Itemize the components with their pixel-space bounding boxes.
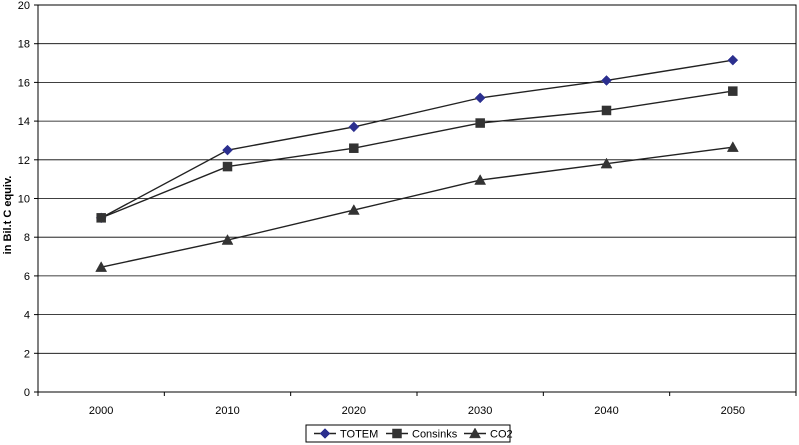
x-tick-label: 2000 [89, 405, 113, 417]
series-line [100, 59, 733, 219]
y-tick-label: 16 [18, 77, 30, 89]
x-axis-tick-labels: 2000 2010 2020 2030 2040 2050 [37, 392, 797, 417]
data-point [221, 234, 234, 245]
legend-marker [469, 427, 481, 439]
x-tick-label: 2030 [468, 405, 492, 417]
y-tick-label: 8 [24, 232, 30, 244]
legend-marker [392, 428, 402, 439]
y-tick-label: 0 [24, 387, 30, 399]
data-point [727, 54, 739, 66]
y-tick-label: 18 [18, 39, 30, 51]
x-tick-label: 2010 [215, 405, 239, 417]
data-point [222, 161, 233, 172]
data-point [474, 174, 487, 185]
legend-label: TOTEM [340, 429, 378, 441]
y-tick-label: 10 [18, 194, 30, 206]
series-co2 [95, 141, 739, 272]
y-tick-label: 14 [18, 116, 30, 128]
data-point [475, 118, 485, 128]
data-point [726, 141, 739, 152]
y-tick-label: 2 [24, 348, 30, 360]
data-point [349, 143, 359, 153]
data-point [601, 75, 612, 86]
data-point [222, 144, 233, 156]
data-point [601, 105, 612, 116]
legend: TOTEM Consinks CO2 [305, 424, 513, 443]
series-consinks [96, 86, 738, 223]
y-tick-label: 6 [24, 271, 30, 283]
x-tick-label: 2040 [594, 405, 618, 417]
x-tick-label: 2050 [721, 405, 745, 417]
legend-label: Consinks [412, 429, 458, 441]
y-tick-label: 12 [18, 155, 30, 167]
data-point [95, 261, 108, 272]
series-line [101, 146, 733, 268]
data-point [600, 157, 613, 169]
y-axis-title: in Bil.t C equiv. [2, 176, 14, 255]
legend-label: CO2 [490, 429, 513, 441]
y-axis-tick-labels: 0 2 4 6 8 10 12 14 16 18 20 [18, 0, 38, 399]
legend-marker [319, 428, 331, 439]
series-lines [95, 54, 739, 272]
x-tick-label: 2020 [342, 405, 366, 417]
data-point [474, 92, 486, 104]
series-line [100, 90, 733, 219]
data-point [347, 204, 360, 215]
y-tick-label: 20 [18, 0, 30, 12]
data-point [96, 213, 106, 223]
series-totem [95, 54, 739, 224]
data-point [348, 121, 360, 133]
data-point [728, 86, 738, 96]
gridlines [38, 43, 796, 354]
y-tick-label: 4 [24, 310, 30, 322]
